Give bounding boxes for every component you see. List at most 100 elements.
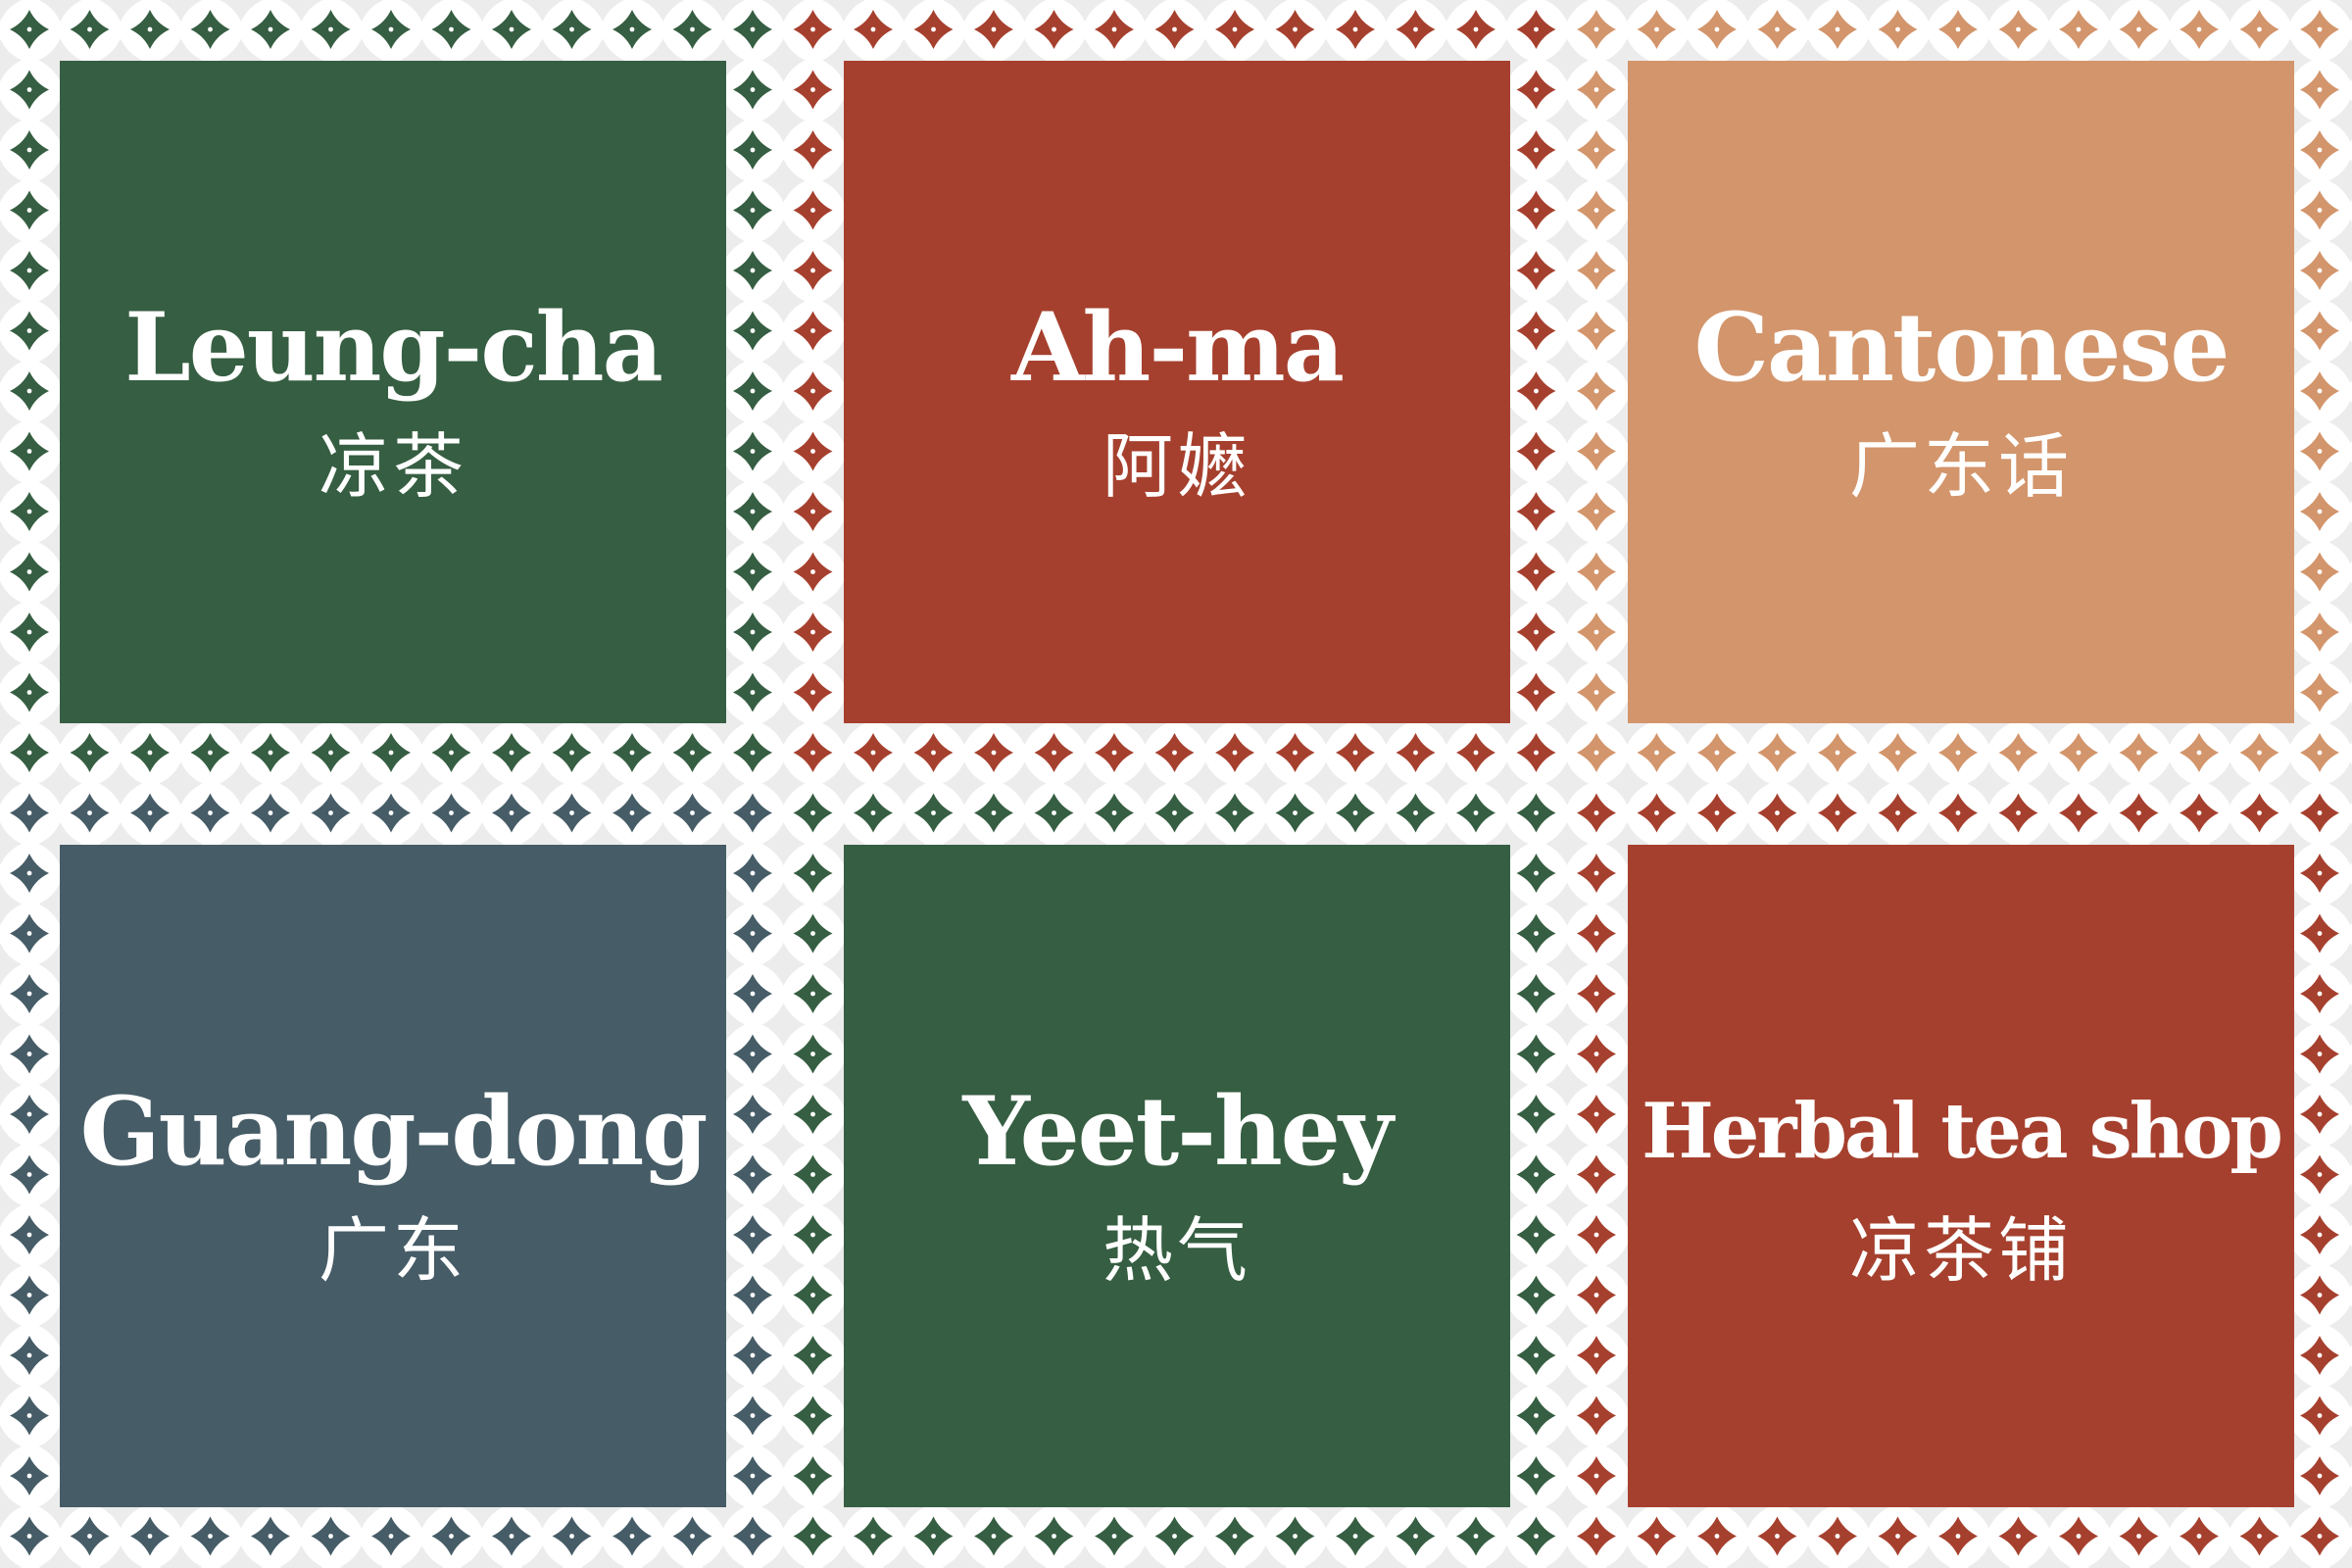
flower-icon [793, 130, 833, 170]
flower-icon [793, 1456, 833, 1495]
flower-icon [702, 0, 745, 22]
flower-icon [1605, 822, 1649, 865]
flower-icon [2300, 431, 2339, 471]
flower-icon [1516, 1095, 1556, 1134]
flower-icon [2269, 761, 2312, 806]
flower-icon [400, 761, 444, 806]
flower-icon [1938, 733, 1978, 772]
flower-icon [733, 311, 772, 351]
flower-icon [0, 822, 22, 865]
flower-icon [2300, 251, 2339, 290]
flower-icon [10, 492, 49, 531]
flower-icon [793, 492, 833, 531]
flower-icon [793, 251, 833, 290]
flower-icon [1577, 1275, 1616, 1315]
flower-icon [702, 761, 745, 806]
flower-icon [1184, 0, 1227, 22]
flower-icon [0, 1485, 22, 1529]
flower-icon [220, 702, 263, 745]
flower-icon [1516, 251, 1556, 290]
card-english-label: Guang-dong [79, 1076, 709, 1187]
flower-icon [1485, 1545, 1529, 1568]
flower-icon [1516, 190, 1556, 230]
flower-icon [1154, 1516, 1195, 1556]
flower-icon [1697, 793, 1737, 833]
flower-icon [974, 10, 1013, 49]
flower-icon [371, 733, 411, 772]
flower-icon [2148, 702, 2191, 745]
card-english-label: Leung-cha [124, 292, 663, 403]
flower-icon [2119, 1516, 2159, 1556]
flower-icon [2328, 38, 2352, 82]
flower-icon [2300, 1336, 2339, 1375]
flower-icon [1605, 461, 1649, 504]
flower-icon [793, 311, 833, 351]
flower-icon [1818, 793, 1857, 833]
flower-icon [130, 793, 170, 833]
flower-icon [1787, 761, 1830, 806]
flower-icon [1034, 733, 1074, 772]
flower-icon [733, 371, 772, 411]
flower-icon [641, 38, 685, 82]
flower-icon [1545, 1304, 1589, 1348]
flower-icon [733, 1456, 772, 1495]
flower-icon [2239, 793, 2279, 833]
flower-icon [1577, 1034, 1616, 1074]
flower-icon [1304, 1545, 1348, 1568]
flower-icon [2028, 702, 2071, 745]
flower-icon [702, 822, 745, 865]
flower-icon [0, 882, 22, 926]
flower-icon [1244, 822, 1288, 865]
flower-icon [1577, 913, 1616, 954]
flower-icon [1666, 0, 1709, 22]
flower-icon [311, 10, 351, 49]
flower-icon [1605, 340, 1649, 383]
card-herbal-tea-shop: Herbal tea shop 凉茶铺 [1628, 845, 2294, 1507]
flower-icon [1577, 672, 1616, 712]
flower-icon [1244, 702, 1288, 745]
flower-icon [761, 943, 806, 986]
flower-icon [2300, 1154, 2339, 1195]
flower-icon [882, 1545, 926, 1568]
flower-icon [1577, 1336, 1616, 1375]
flower-icon [1485, 761, 1529, 806]
card-chinese-label: 热气 [1102, 1209, 1251, 1292]
flower-icon [10, 10, 49, 49]
flower-icon [2328, 1123, 2352, 1167]
flower-icon [1336, 733, 1375, 772]
flower-icon [38, 1545, 82, 1568]
flower-icon [99, 0, 142, 22]
flower-icon [2087, 702, 2132, 745]
flower-icon [612, 793, 652, 833]
flower-icon [2269, 822, 2312, 865]
flower-icon [2300, 1396, 2339, 1436]
flower-icon [1425, 761, 1468, 806]
flower-icon [2300, 371, 2339, 411]
flower-icon [10, 1034, 49, 1074]
flower-icon [793, 672, 833, 712]
flower-icon [2269, 0, 2312, 22]
flower-icon [793, 1516, 833, 1556]
flower-icon [340, 702, 383, 745]
flower-icon [2208, 761, 2252, 806]
flower-icon [0, 1003, 22, 1047]
flower-icon [761, 1425, 806, 1468]
flower-icon [822, 1545, 865, 1568]
flower-icon [581, 822, 624, 865]
flower-icon [371, 793, 411, 833]
flower-icon [1095, 1516, 1134, 1556]
flower-icon [10, 1516, 49, 1556]
flower-icon [1697, 1516, 1737, 1556]
flower-icon [761, 882, 806, 926]
flower-icon [1846, 1545, 1890, 1568]
flower-icon [1577, 552, 1616, 592]
card-english-label: Cantonese [1693, 292, 2230, 403]
flower-icon [159, 822, 203, 865]
flower-icon [2300, 913, 2339, 954]
flower-icon [311, 733, 351, 772]
flower-icon [279, 822, 323, 865]
flower-icon [1545, 461, 1589, 504]
flower-icon [2300, 552, 2339, 592]
flower-icon [220, 822, 263, 865]
flower-icon [1304, 761, 1348, 806]
